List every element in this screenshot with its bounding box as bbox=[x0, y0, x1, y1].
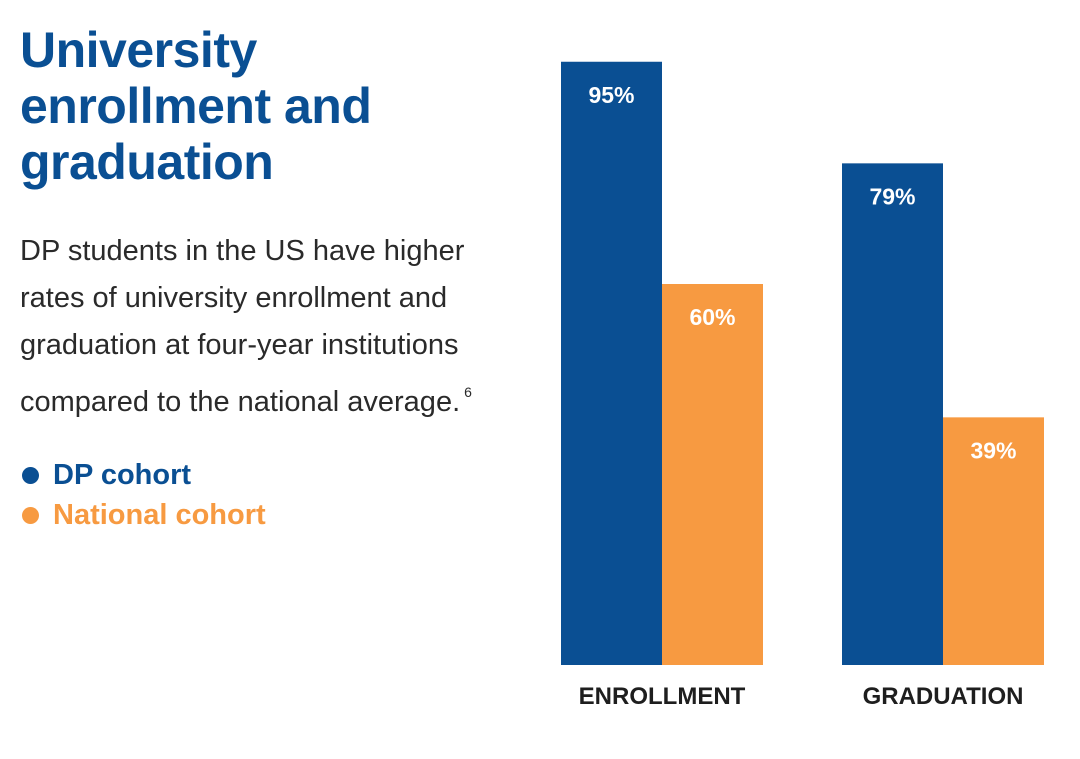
footnote-marker: 6 bbox=[464, 384, 472, 400]
chart-title: University enrollment and graduation bbox=[20, 22, 372, 190]
data-label-enrollment-dp: 95% bbox=[588, 82, 634, 108]
description-text: DP students in the US have higher rates … bbox=[20, 235, 465, 418]
data-label-graduation-national: 39% bbox=[970, 437, 1016, 463]
legend-item-dp: DP cohort bbox=[20, 455, 266, 495]
category-label-graduation: GRADUATION bbox=[863, 683, 1024, 710]
category-label-enrollment: ENROLLMENT bbox=[579, 683, 746, 710]
data-label-enrollment-national: 60% bbox=[689, 304, 735, 330]
legend-dot-dp bbox=[22, 466, 39, 484]
bar-labels-group: 95% 60% 79% 39% bbox=[588, 82, 1016, 464]
bar-enrollment-national bbox=[662, 284, 763, 665]
chart-description: DP students in the US have higher rates … bbox=[20, 228, 520, 426]
category-labels-group: ENROLLMENT GRADUATION bbox=[579, 683, 1024, 710]
legend-label-national: National cohort bbox=[53, 498, 266, 531]
bars-group bbox=[561, 61, 1044, 665]
bar-graduation-national bbox=[943, 417, 1044, 665]
legend: DP cohort National cohort bbox=[20, 455, 266, 535]
bar-graduation-dp bbox=[842, 163, 943, 665]
legend-dot-national bbox=[22, 506, 39, 524]
legend-label-dp: DP cohort bbox=[53, 458, 192, 491]
legend-item-national: National cohort bbox=[20, 495, 266, 535]
bar-enrollment-dp bbox=[561, 61, 662, 665]
data-label-graduation-dp: 79% bbox=[869, 183, 915, 209]
